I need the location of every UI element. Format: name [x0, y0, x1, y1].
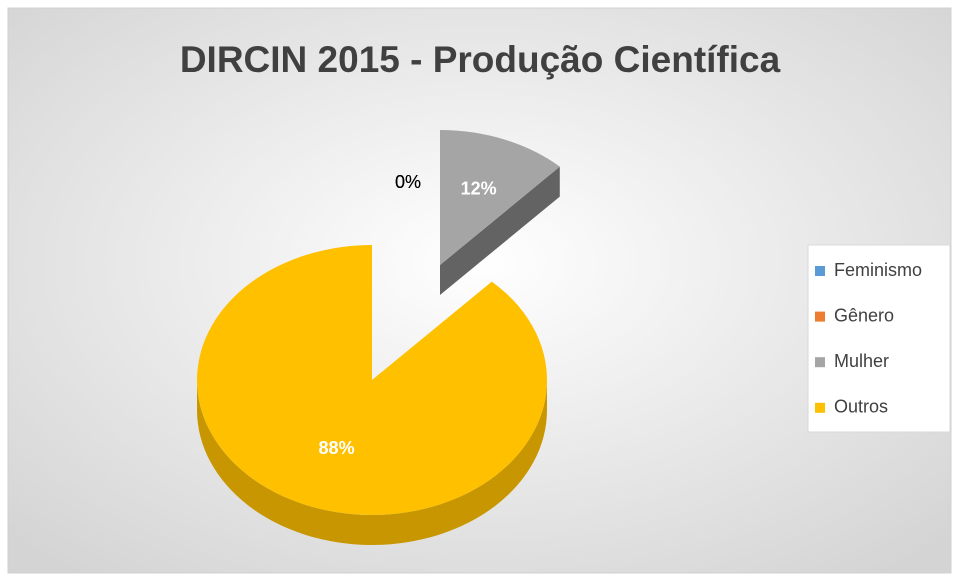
legend-swatch — [815, 402, 825, 413]
legend-label: Mulher — [834, 351, 889, 371]
legend-label: Outros — [834, 397, 888, 417]
data-label: 0% — [395, 172, 421, 192]
data-label: 88% — [319, 438, 355, 458]
data-label: 12% — [461, 178, 497, 198]
legend-swatch — [815, 357, 825, 368]
legend-label: Feminismo — [834, 260, 922, 280]
slice-side — [197, 380, 547, 545]
pie-slice — [440, 130, 560, 265]
legend-swatch — [815, 266, 825, 276]
legend-box — [807, 244, 951, 433]
legend-label: Gênero — [834, 305, 894, 325]
legend-swatch — [815, 311, 825, 322]
pie-slice — [197, 245, 548, 515]
chart-title: DIRCIN 2015 - Produção Científica — [180, 39, 781, 80]
slice-cut — [440, 166, 560, 295]
data-label: 0% — [395, 172, 421, 192]
